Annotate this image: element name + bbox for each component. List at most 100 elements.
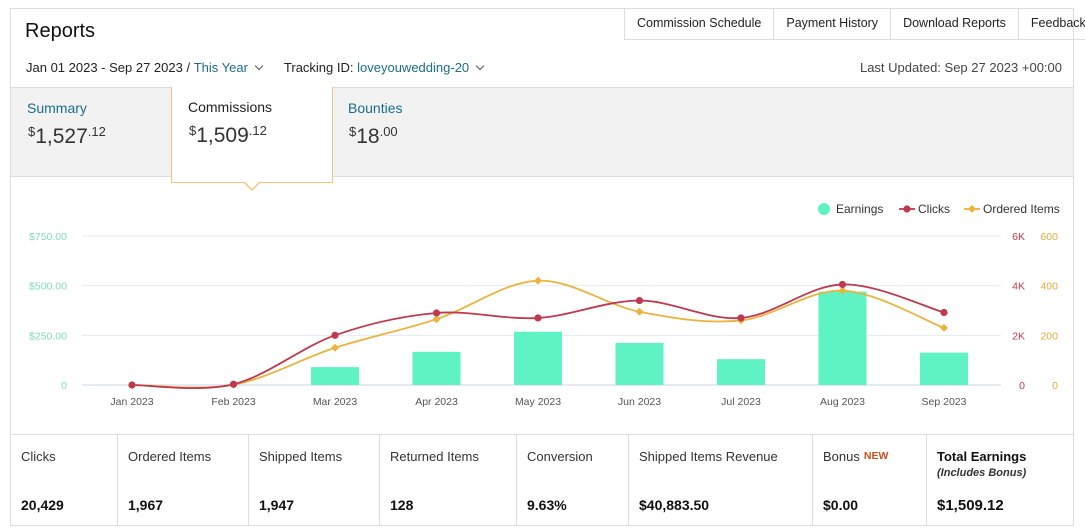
ordered-items-point bbox=[534, 276, 542, 285]
page-title: Reports bbox=[25, 20, 96, 42]
feedback-link[interactable]: Feedback bbox=[1030, 16, 1085, 30]
ordered-items-point bbox=[432, 315, 441, 324]
x-tick-label: Jan 2023 bbox=[110, 396, 153, 408]
stat-label: Conversion bbox=[527, 449, 593, 464]
stat-value: 1,947 bbox=[259, 497, 295, 513]
ordered-items-point bbox=[940, 323, 948, 332]
stat-value: $1,509.12 bbox=[937, 497, 1004, 514]
tracking-label: Tracking ID: bbox=[283, 60, 354, 75]
stat-bonus: Bonus NEW $0.00 bbox=[813, 435, 927, 526]
new-badge: NEW bbox=[863, 450, 889, 462]
period-dropdown[interactable]: This Year bbox=[193, 60, 248, 75]
tab-summary-value: $1,527.12 bbox=[28, 124, 106, 148]
stat-label: Returned Items bbox=[390, 449, 479, 464]
clicks-point bbox=[737, 314, 745, 322]
date-range: Jan 01 2023 - Sep 27 2023 / bbox=[26, 60, 191, 75]
stat-value: 20,429 bbox=[21, 497, 64, 513]
tab-summary-label: Summary bbox=[27, 100, 87, 116]
earnings-bar bbox=[514, 331, 562, 385]
x-tick-label: Sep 2023 bbox=[922, 396, 967, 408]
summary-tabs: Summary $1,527.12 Commissions $1,509.12 … bbox=[11, 87, 1073, 183]
earnings-bar bbox=[615, 342, 664, 385]
last-updated: Last Updated: Sep 27 2023 +00:00 bbox=[859, 60, 1062, 75]
reports-panel: Reports Commission Schedule Payment Hist… bbox=[10, 8, 1085, 526]
earnings-chart: $750.00 6K 600 $500.00 4K 400 $250.00 2K 200 0 0 0 J… bbox=[29, 202, 1060, 408]
x-tick-label: May 2023 bbox=[515, 396, 561, 408]
stat-shipped-items: Shipped Items 1,947 bbox=[249, 435, 380, 526]
x-tick-label: Aug 2023 bbox=[820, 396, 865, 408]
y-right-tick-label: 0 bbox=[1019, 380, 1025, 392]
stat-label: Bonus NEW bbox=[823, 449, 889, 464]
y-left-tick-label: $250.00 bbox=[29, 330, 67, 342]
tab-bounties[interactable]: Bounties $18.00 bbox=[332, 88, 492, 176]
stats-row: Clicks 20,429 Ordered Items 1,967 Shippe… bbox=[11, 434, 1073, 526]
y-right-tick-label: 6K bbox=[1012, 231, 1025, 243]
y-right2-tick-label: 200 bbox=[1040, 330, 1058, 342]
stat-value: $0.00 bbox=[823, 497, 859, 513]
stat-total-earnings: Total Earnings (Includes Bonus) $1,509.1… bbox=[927, 435, 1073, 526]
tab-commissions-value: $1,509.12 bbox=[189, 123, 267, 147]
tab-commissions-label: Commissions bbox=[188, 99, 273, 115]
legend-clicks-marker bbox=[903, 205, 911, 213]
x-tick-label: Jul 2023 bbox=[721, 396, 761, 408]
ordered-items-point bbox=[635, 307, 644, 316]
y-left-tick-label: 0 bbox=[61, 380, 67, 392]
y-right2-tick-label: 0 bbox=[1052, 380, 1058, 392]
earnings-bar bbox=[412, 351, 461, 385]
stat-value: 9.63% bbox=[527, 497, 567, 513]
legend-ordered-items-label: Ordered Items bbox=[983, 202, 1060, 216]
stat-returned-items: Returned Items 128 bbox=[380, 435, 517, 526]
stat-value: 128 bbox=[390, 497, 414, 513]
clicks-point bbox=[838, 280, 847, 289]
tab-bounties-label: Bounties bbox=[348, 100, 403, 116]
clicks-point bbox=[534, 314, 542, 322]
stat-shipped-revenue: Shipped Items Revenue $40,883.50 bbox=[629, 435, 813, 526]
x-tick-label: Feb 2023 bbox=[211, 396, 256, 408]
clicks-point bbox=[331, 331, 339, 339]
y-right-tick-label: 4K bbox=[1012, 281, 1025, 293]
y-right-tick-label: 2K bbox=[1012, 330, 1025, 342]
tab-bounties-value: $18.00 bbox=[349, 124, 398, 148]
legend-clicks-label: Clicks bbox=[918, 202, 950, 216]
stat-value: 1,967 bbox=[128, 497, 164, 513]
clicks-point bbox=[635, 296, 644, 305]
x-tick-label: Jun 2023 bbox=[618, 396, 661, 408]
stat-value: $40,883.50 bbox=[639, 497, 710, 513]
stat-label: Ordered Items bbox=[128, 449, 212, 464]
x-tick-label: Mar 2023 bbox=[313, 396, 358, 408]
active-tab-pointer-fill bbox=[244, 181, 260, 189]
clicks-point bbox=[432, 309, 441, 317]
earnings-bar bbox=[818, 291, 867, 385]
legend-ordered-items-marker bbox=[968, 205, 976, 213]
tab-summary[interactable]: Summary $1,527.12 bbox=[11, 88, 171, 176]
stat-label: Clicks bbox=[21, 449, 56, 464]
y-left-tick-label: $750.00 bbox=[29, 231, 67, 243]
y-left-tick-label: $500.00 bbox=[29, 281, 67, 293]
commission-schedule-link[interactable]: Commission Schedule bbox=[625, 9, 775, 39]
stat-ordered-items: Ordered Items 1,967 bbox=[118, 435, 249, 526]
top-links: Commission Schedule Payment History Down… bbox=[624, 9, 1085, 40]
clicks-point bbox=[940, 308, 948, 317]
stat-conversion: Conversion 9.63% bbox=[517, 435, 629, 526]
payment-history-link[interactable]: Payment History bbox=[774, 9, 892, 39]
earnings-bar bbox=[920, 352, 968, 385]
legend-earnings-marker bbox=[818, 203, 830, 215]
download-reports-link[interactable]: Download Reports bbox=[891, 9, 1019, 39]
stat-sublabel: (Includes Bonus) bbox=[937, 467, 1027, 479]
stat-clicks: Clicks 20,429 bbox=[11, 435, 118, 526]
y-right2-tick-label: 400 bbox=[1040, 281, 1058, 293]
stat-label: Shipped Items Revenue bbox=[639, 449, 778, 464]
x-tick-label: Apr 2023 bbox=[415, 396, 458, 408]
stat-label: Total Earnings bbox=[937, 449, 1027, 464]
ordered-items-point bbox=[331, 343, 339, 352]
earnings-bar bbox=[311, 367, 359, 385]
y-right2-tick-label: 600 bbox=[1040, 231, 1058, 243]
earnings-bar bbox=[717, 359, 765, 385]
ordered-items-point bbox=[838, 286, 847, 295]
clicks-point bbox=[229, 380, 238, 388]
legend-earnings-label: Earnings bbox=[836, 202, 883, 216]
tab-commissions[interactable]: Commissions $1,509.12 bbox=[171, 87, 333, 183]
tracking-id-dropdown[interactable]: loveyouwedding-20 bbox=[357, 60, 470, 75]
filter-row: Jan 01 2023 - Sep 27 2023 / This Year Tr… bbox=[26, 60, 485, 75]
stat-label: Shipped Items bbox=[259, 449, 343, 464]
